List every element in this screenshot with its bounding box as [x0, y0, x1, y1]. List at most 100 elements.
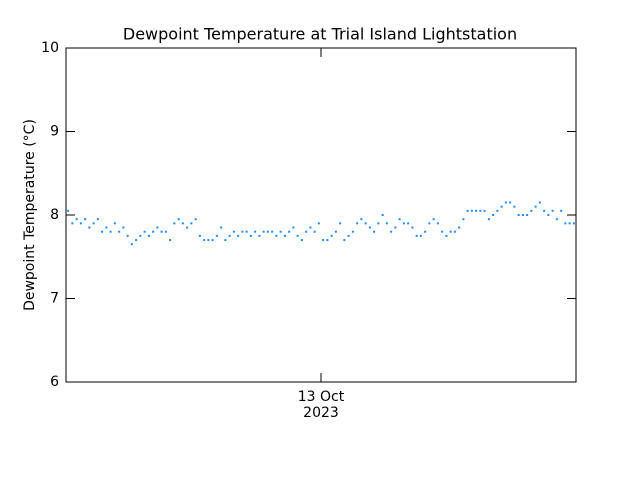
data-point — [436, 222, 439, 225]
data-point — [169, 239, 172, 242]
data-point — [564, 222, 567, 225]
data-point — [245, 230, 248, 233]
data-point — [458, 226, 461, 229]
data-point — [453, 230, 456, 233]
data-point — [368, 226, 371, 229]
data-point — [262, 230, 265, 233]
data-point — [181, 222, 184, 225]
data-point — [198, 234, 201, 237]
data-point — [279, 230, 282, 233]
data-point — [334, 230, 337, 233]
data-point — [215, 234, 218, 237]
data-point — [530, 209, 533, 212]
data-point — [398, 218, 401, 221]
data-point — [122, 226, 125, 229]
data-point — [483, 209, 486, 212]
data-point — [419, 234, 422, 237]
data-point — [373, 230, 376, 233]
data-point — [538, 201, 541, 204]
data-point — [118, 230, 121, 233]
data-point — [296, 234, 299, 237]
data-point — [381, 214, 384, 216]
data-point — [177, 218, 180, 221]
data-point — [360, 218, 363, 221]
data-point — [211, 239, 214, 242]
data-point — [147, 234, 150, 237]
data-point — [517, 214, 520, 216]
y-tick-label: 7 — [50, 291, 59, 307]
data-point — [173, 222, 176, 225]
data-point — [96, 218, 99, 221]
data-point — [241, 230, 244, 233]
y-axis-label: Dewpoint Temperature (°C) — [22, 119, 38, 311]
data-point — [407, 222, 410, 225]
y-tick-label: 8 — [50, 207, 59, 223]
data-point — [343, 239, 346, 242]
data-point — [479, 209, 482, 212]
data-point — [207, 239, 210, 242]
data-point — [228, 234, 231, 237]
data-point — [487, 218, 490, 221]
data-point — [322, 239, 325, 242]
data-point — [164, 230, 167, 233]
data-point — [394, 226, 397, 229]
data-point — [105, 226, 108, 229]
data-point — [220, 226, 223, 229]
data-point — [390, 230, 393, 233]
data-point — [526, 214, 529, 216]
data-point — [203, 239, 206, 242]
data-point — [547, 214, 550, 216]
data-point — [300, 239, 303, 242]
data-point — [143, 230, 146, 233]
data-point — [313, 230, 316, 233]
data-point — [283, 234, 286, 237]
data-point — [317, 222, 320, 225]
data-point — [496, 209, 499, 212]
data-point — [347, 234, 350, 237]
data-point — [466, 209, 469, 212]
data-point — [309, 226, 312, 229]
data-point — [572, 222, 575, 225]
y-tick-label: 6 — [50, 374, 59, 390]
data-point — [75, 218, 78, 221]
data-point — [292, 226, 295, 229]
data-point — [543, 209, 546, 212]
x-tick-label: 13 Oct 2023 — [297, 389, 345, 421]
data-point — [330, 234, 333, 237]
data-point — [101, 230, 104, 233]
data-point — [424, 230, 427, 233]
data-point — [470, 209, 473, 212]
data-point — [126, 234, 129, 237]
data-point — [186, 226, 189, 229]
data-point — [560, 209, 563, 212]
data-point — [88, 226, 91, 229]
data-point — [326, 239, 329, 242]
data-point — [551, 209, 554, 212]
data-point — [364, 222, 367, 225]
y-tick-label: 10 — [41, 40, 59, 56]
data-point — [113, 222, 116, 225]
data-point — [449, 230, 452, 233]
data-point — [79, 222, 82, 225]
y-tick-label: 9 — [50, 124, 59, 140]
data-point — [415, 234, 418, 237]
data-point — [275, 234, 278, 237]
data-point — [475, 209, 478, 212]
data-point — [521, 214, 524, 216]
data-point — [432, 218, 435, 221]
data-point — [339, 222, 342, 225]
data-point — [462, 218, 465, 221]
data-point — [504, 201, 507, 204]
data-point — [351, 230, 354, 233]
data-point — [109, 230, 112, 233]
data-point — [288, 230, 291, 233]
data-point — [402, 222, 405, 225]
data-point — [237, 234, 240, 237]
data-point — [194, 218, 197, 221]
plot-frame — [65, 47, 577, 383]
data-point — [356, 222, 359, 225]
data-point — [224, 239, 227, 242]
data-point — [232, 230, 235, 233]
